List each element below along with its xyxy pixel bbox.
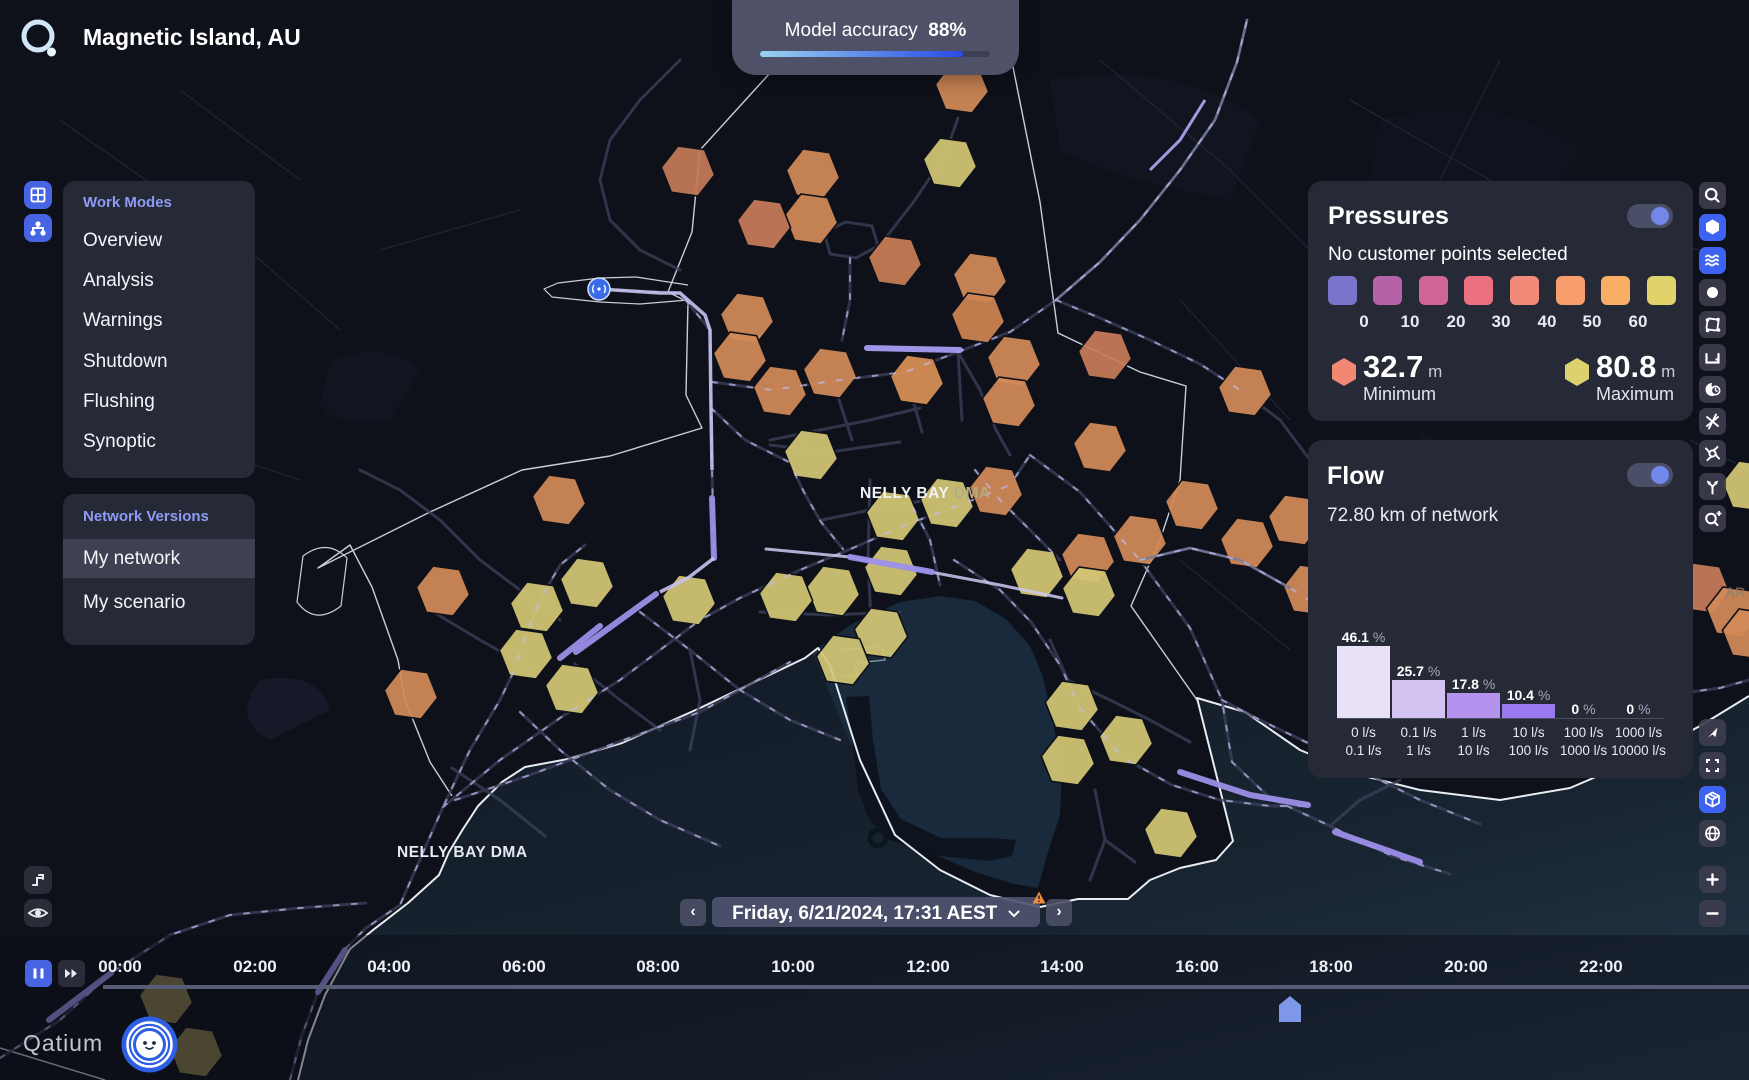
svg-text:NELLY BAY DMA: NELLY BAY DMA — [397, 844, 528, 861]
svg-text:AR: AR — [1725, 584, 1745, 600]
svg-text:NELLY BAY DMA: NELLY BAY DMA — [860, 485, 991, 502]
